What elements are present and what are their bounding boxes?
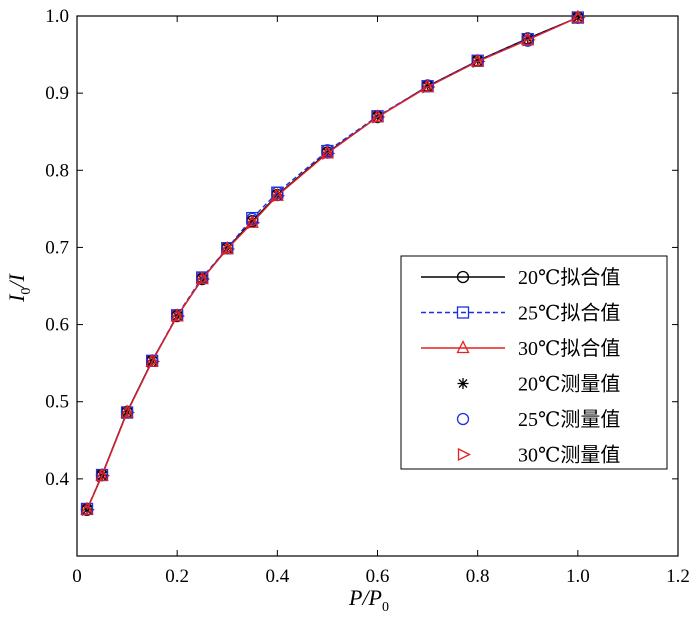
data-point (120, 404, 134, 418)
data-point (80, 501, 94, 515)
legend-item: 30℃测量值 (457, 444, 620, 467)
x-tick-label: 0.2 (165, 566, 189, 587)
legend-label: 20℃测量值 (518, 373, 620, 396)
data-point (422, 80, 436, 94)
x-tick-label: 0.8 (466, 566, 490, 587)
data-point (472, 54, 486, 69)
legend-label: 25℃测量值 (518, 408, 620, 431)
series-3 (80, 9, 585, 515)
legend-marker (456, 412, 470, 426)
y-tick-label: 0.9 (45, 83, 69, 104)
y-tick-label: 0.7 (45, 237, 69, 258)
y-axis-label: I0/I (4, 272, 34, 302)
legend-label: 30℃测量值 (518, 444, 620, 467)
data-point (421, 79, 435, 93)
x-tick-label: 0.6 (366, 566, 390, 587)
data-point (220, 241, 234, 255)
data-point (571, 9, 585, 23)
legend-label: 25℃拟合值 (518, 302, 620, 325)
legend-label: 20℃拟合值 (518, 266, 620, 289)
data-point (270, 187, 284, 201)
legend-marker (456, 340, 470, 354)
data-point (170, 308, 184, 322)
data-point (320, 145, 334, 159)
y-tick-label: 0.4 (45, 469, 69, 490)
y-tick-label: 0.6 (45, 315, 69, 336)
legend-item: 20℃拟合值 (421, 266, 620, 289)
axis-ticks: 0 0.2 0.4 0.6 0.8 1.0 1.2 0.4 0.5 0.6 0.7 0.8 0.9 1.0 (45, 6, 690, 587)
legend-marker (457, 378, 469, 389)
data-point (370, 109, 385, 123)
data-point (195, 271, 209, 285)
x-axis-label: P/P0 (348, 585, 389, 615)
data-point (245, 214, 259, 228)
x-tick-label: 0 (72, 566, 82, 587)
legend-marker (456, 270, 470, 284)
legend-item: 20℃测量值 (457, 373, 620, 396)
y-tick-label: 0.8 (45, 160, 69, 181)
x-tick-label: 0.4 (265, 566, 289, 587)
data-point (471, 53, 485, 67)
axis-labels: P/P0 I0/I (4, 272, 389, 615)
legend-marker (457, 447, 471, 462)
data-point (172, 309, 186, 323)
legend-box (400, 255, 668, 470)
data-point (521, 31, 535, 46)
x-tick-label: 1.2 (666, 566, 690, 587)
legend-item: 25℃拟合值 (421, 302, 620, 325)
legend-item: 25℃测量值 (456, 408, 620, 431)
data-point (81, 504, 93, 516)
legend-item: 30℃拟合值 (421, 337, 620, 360)
data-point (145, 353, 159, 367)
data-point (372, 110, 386, 124)
legend-label: 30℃拟合值 (518, 337, 620, 360)
series-line (86, 16, 579, 510)
data-point (271, 186, 284, 199)
legend: 20℃拟合值 25℃拟合值 30℃拟合值 20℃测量值 25℃测量值 30℃测量值 (400, 255, 668, 470)
y-tick-label: 0.5 (45, 392, 69, 413)
y-tick-label: 1.0 (45, 6, 69, 27)
x-tick-label: 1.0 (566, 566, 590, 587)
series-layer (80, 9, 586, 517)
legend-marker (456, 306, 470, 319)
data-point (572, 12, 584, 24)
data-point (95, 467, 109, 481)
data-point (572, 10, 586, 25)
